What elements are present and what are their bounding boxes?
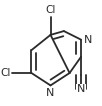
Text: Cl: Cl	[45, 5, 56, 15]
Text: N: N	[77, 84, 85, 94]
Text: N: N	[84, 35, 92, 45]
Text: Cl: Cl	[0, 68, 11, 78]
Text: N: N	[46, 88, 55, 98]
